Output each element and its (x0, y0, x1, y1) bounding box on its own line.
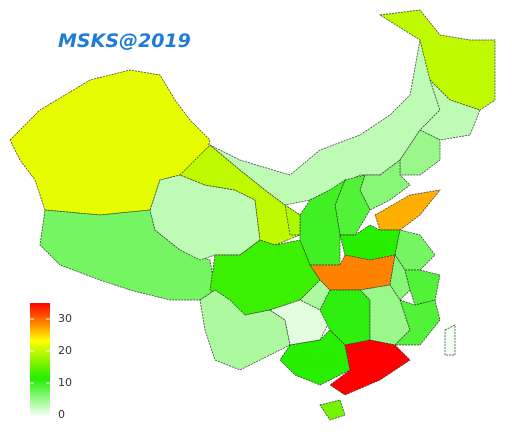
region (419, 79, 481, 141)
colorbar-slice (30, 321, 50, 324)
colorbar-slice (30, 393, 50, 396)
colorbar-slice (30, 353, 50, 356)
colorbar-slice (30, 391, 50, 394)
colorbar-label: 30 (58, 312, 72, 325)
colorbar-slice (30, 355, 50, 358)
colorbar-slice (30, 387, 50, 390)
region (209, 34, 441, 206)
region (199, 289, 291, 371)
colorbar-label: 20 (58, 344, 72, 357)
colorbar-slice (30, 345, 50, 348)
region (319, 399, 346, 421)
colorbar-slice (30, 401, 50, 404)
title: MSKS@2019 (58, 30, 191, 52)
colorbar-slice (30, 377, 50, 380)
colorbar-slice (30, 383, 50, 386)
colorbar-slice (30, 325, 50, 328)
colorbar-slice (30, 411, 50, 414)
colorbar-slice (30, 337, 50, 340)
colorbar-slice (30, 403, 50, 406)
colorbar-slice (30, 319, 50, 322)
colorbar-slice (30, 347, 50, 350)
region (9, 69, 211, 216)
colorbar-slice (30, 315, 50, 318)
colorbar-slice (30, 359, 50, 362)
colorbar-slice (30, 343, 50, 346)
colorbar-slice (30, 397, 50, 400)
colorbar-label: 0 (58, 408, 65, 421)
colorbar-slice (30, 371, 50, 374)
colorbar-slice (30, 341, 50, 344)
colorbar-slice (30, 375, 50, 378)
colorbar-slice (30, 405, 50, 408)
colorbar-slice (30, 327, 50, 330)
region (269, 299, 331, 346)
legend: 0 10 20 30 (30, 303, 72, 421)
colorbar-slice (30, 317, 50, 320)
colorbar-slice (30, 335, 50, 338)
colorbar-slice (30, 357, 50, 360)
colorbar-slice (30, 363, 50, 366)
colorbar-slice (30, 351, 50, 354)
region (394, 229, 436, 271)
colorbar-slice (30, 381, 50, 384)
colorbar-slice (30, 305, 50, 308)
region (284, 204, 301, 236)
region (378, 9, 496, 111)
colorbar-slice (30, 311, 50, 314)
region (329, 339, 411, 396)
region (394, 299, 441, 346)
colorbar-slice (30, 313, 50, 316)
colorbar-slice (30, 331, 50, 334)
region (299, 179, 346, 266)
colorbar-slice (30, 373, 50, 376)
colorbar-slice (30, 361, 50, 364)
region (359, 159, 411, 211)
colorbar-slice (30, 329, 50, 332)
colorbar-slice (30, 399, 50, 402)
colorbar-slice (30, 385, 50, 388)
colorbar-slice (30, 323, 50, 326)
colorbar-slice (30, 339, 50, 342)
colorbar-slice (30, 389, 50, 392)
colorbar-label: 10 (58, 376, 72, 389)
colorbar-slice (30, 379, 50, 382)
region (444, 324, 456, 356)
colorbar-slice (30, 369, 50, 372)
region (334, 174, 371, 236)
colorbar-slice (30, 333, 50, 336)
colorbar-slice (30, 303, 50, 306)
colorbar-slice (30, 365, 50, 368)
colorbar-slice (30, 395, 50, 398)
colorbar-slice (30, 409, 50, 412)
colorbar-slice (30, 349, 50, 352)
colorbar-slice (30, 413, 50, 416)
colorbar-slice (30, 367, 50, 370)
regions (9, 9, 496, 421)
colorbar-slice (30, 309, 50, 312)
colorbar-slice (30, 407, 50, 410)
colorbar-slice (30, 307, 50, 310)
